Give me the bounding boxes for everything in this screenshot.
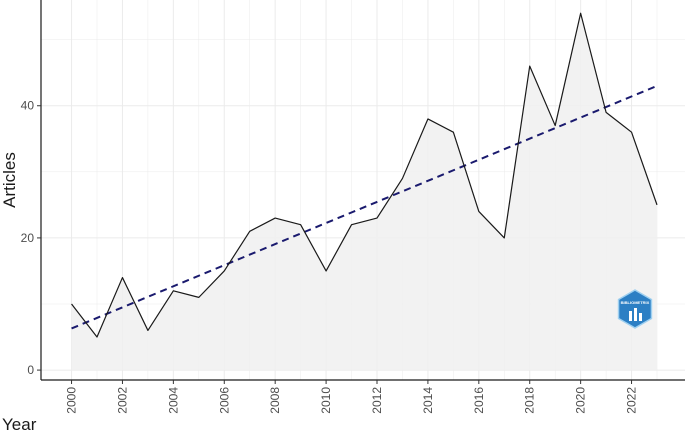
- series-line: [71, 12, 658, 338]
- x-tick-label: 2000: [65, 387, 79, 414]
- data-point: [605, 111, 607, 113]
- logo-bar: [639, 313, 642, 321]
- x-tick-label: 2002: [115, 387, 129, 414]
- data-point: [376, 217, 378, 219]
- data-point: [631, 131, 633, 133]
- x-tick-label: 2008: [268, 387, 282, 414]
- data-point: [503, 237, 505, 239]
- x-tick-label: 2016: [472, 387, 486, 414]
- data-point: [71, 303, 73, 305]
- logo-bar: [634, 308, 637, 321]
- data-point: [96, 336, 98, 338]
- logo-text: BIBLIOMETRIX: [621, 300, 650, 305]
- y-tick-label: 0: [27, 363, 34, 377]
- data-point: [172, 290, 174, 292]
- y-ticks: 0 20 40: [21, 99, 41, 377]
- data-point: [223, 270, 225, 272]
- x-tick-label: 2006: [217, 387, 231, 414]
- data-point: [656, 204, 658, 206]
- trend-line: [71, 84, 658, 330]
- data-point: [554, 125, 556, 127]
- trend-layer: [71, 84, 658, 330]
- data-point: [580, 12, 582, 14]
- y-tick-label: 20: [21, 231, 35, 245]
- series-layer: [71, 12, 658, 338]
- data-point: [274, 217, 276, 219]
- data-point: [351, 224, 353, 226]
- x-tick-label: 2004: [166, 387, 180, 414]
- axes: [40, 0, 685, 381]
- data-point: [529, 65, 531, 67]
- bibliometrix-logo-icon: BIBLIOMETRIX: [617, 289, 653, 329]
- y-tick-label: 40: [21, 99, 35, 113]
- data-point: [249, 230, 251, 232]
- y-axis-title: Articles: [0, 152, 19, 208]
- area-fill: [71, 13, 657, 371]
- data-point: [401, 177, 403, 179]
- data-point: [198, 296, 200, 298]
- x-tick-label: 2012: [370, 387, 384, 414]
- x-tick-label: 2022: [625, 387, 639, 414]
- data-point: [452, 131, 454, 133]
- x-ticks: 2000 2002 2004 2006 2008 2010 2012 2014 2016 2018…: [65, 380, 639, 414]
- logo-bar: [629, 311, 632, 321]
- data-point: [300, 224, 302, 226]
- x-axis-title: Year: [2, 415, 37, 434]
- data-point: [121, 277, 123, 279]
- x-tick-label: 2020: [574, 387, 588, 414]
- x-tick-label: 2010: [319, 387, 333, 414]
- data-point: [325, 270, 327, 272]
- x-tick-label: 2014: [421, 387, 435, 414]
- data-point: [478, 210, 480, 212]
- data-point: [427, 118, 429, 120]
- data-point: [147, 329, 149, 331]
- x-tick-label: 2018: [523, 387, 537, 414]
